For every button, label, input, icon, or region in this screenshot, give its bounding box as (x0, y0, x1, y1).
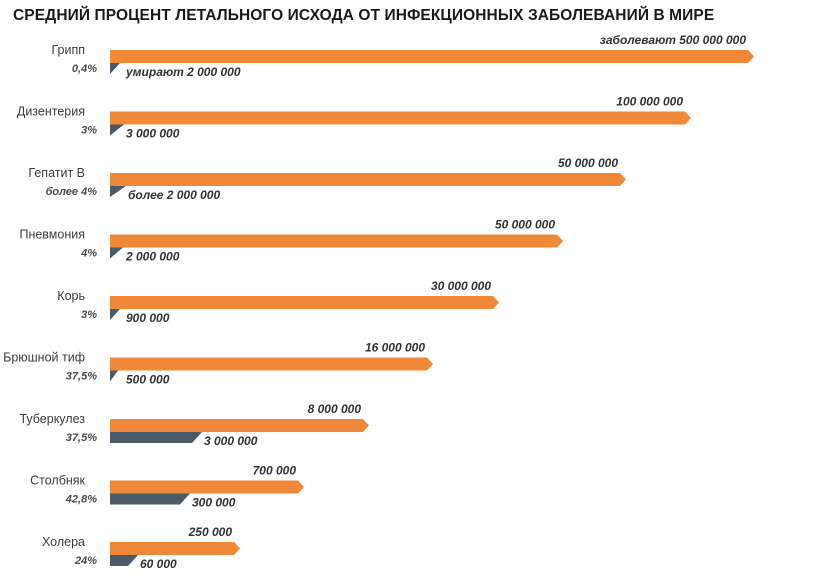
percent-label: 42,8% (65, 494, 97, 506)
category-label: Грипп (51, 43, 85, 57)
deaths-bar (110, 124, 124, 136)
percent-label: 24% (74, 555, 97, 567)
deaths-bar (110, 63, 120, 74)
category-label: Дизентерия (17, 105, 85, 119)
cases-bar (110, 50, 754, 63)
category-label: Туберкулез (19, 412, 85, 426)
percent-label: 37,5% (66, 432, 97, 444)
category-label: Пневмония (19, 228, 85, 242)
category-label: Гепатит В (28, 166, 85, 180)
deaths-value-label: 60 000 (140, 557, 177, 571)
cases-bar (110, 234, 563, 248)
percent-label: 3% (81, 309, 97, 321)
cases-bar (110, 111, 691, 125)
cases-bar (110, 296, 499, 309)
percent-label: 0,4% (72, 63, 97, 75)
percent-label: более 4% (46, 186, 98, 198)
cases-bar (110, 357, 433, 371)
deaths-value-label: 3 000 000 (126, 127, 180, 141)
deaths-value-label: 3 000 000 (204, 434, 258, 448)
deaths-value-label: 500 000 (126, 373, 170, 387)
deaths-bar (110, 247, 123, 259)
cases-bar (110, 419, 369, 432)
cases-value-label: заболевают 500 000 000 (600, 33, 747, 47)
deaths-bar (110, 432, 202, 443)
deaths-bar (110, 493, 190, 505)
cases-value-label: 250 000 (188, 525, 233, 539)
cases-value-label: 50 000 000 (495, 218, 555, 232)
deaths-value-label: более 2 000 000 (128, 188, 220, 202)
cases-bar (110, 480, 304, 494)
deaths-value-label: 2 000 000 (125, 250, 180, 264)
cases-bar (110, 173, 626, 186)
deaths-bar (110, 555, 138, 566)
cases-value-label: 30 000 000 (431, 279, 491, 293)
cases-value-label: 100 000 000 (616, 95, 683, 109)
percent-label: 37,5% (66, 371, 97, 383)
percent-label: 4% (80, 248, 97, 260)
deaths-bar (110, 370, 118, 382)
deaths-value-label: 300 000 (192, 496, 236, 510)
deaths-value-label: 900 000 (126, 311, 170, 325)
chart-title: СРЕДНИЙ ПРОЦЕНТ ЛЕТАЛЬНОГО ИСХОДА ОТ ИНФ… (13, 7, 715, 24)
category-label: Корь (57, 289, 85, 303)
cases-value-label: 16 000 000 (365, 341, 425, 355)
cases-bar (110, 542, 240, 555)
category-label: Столбняк (30, 474, 85, 488)
category-label: Брюшной тиф (3, 351, 85, 365)
cases-value-label: 8 000 000 (308, 402, 362, 416)
deaths-value-label: умирают 2 000 000 (125, 65, 241, 79)
percent-label: 3% (81, 125, 97, 137)
cases-value-label: 50 000 000 (558, 156, 618, 170)
category-label: Холера (42, 535, 85, 549)
deaths-bar (110, 309, 120, 320)
deaths-bar (110, 186, 126, 197)
cases-value-label: 700 000 (253, 464, 297, 478)
